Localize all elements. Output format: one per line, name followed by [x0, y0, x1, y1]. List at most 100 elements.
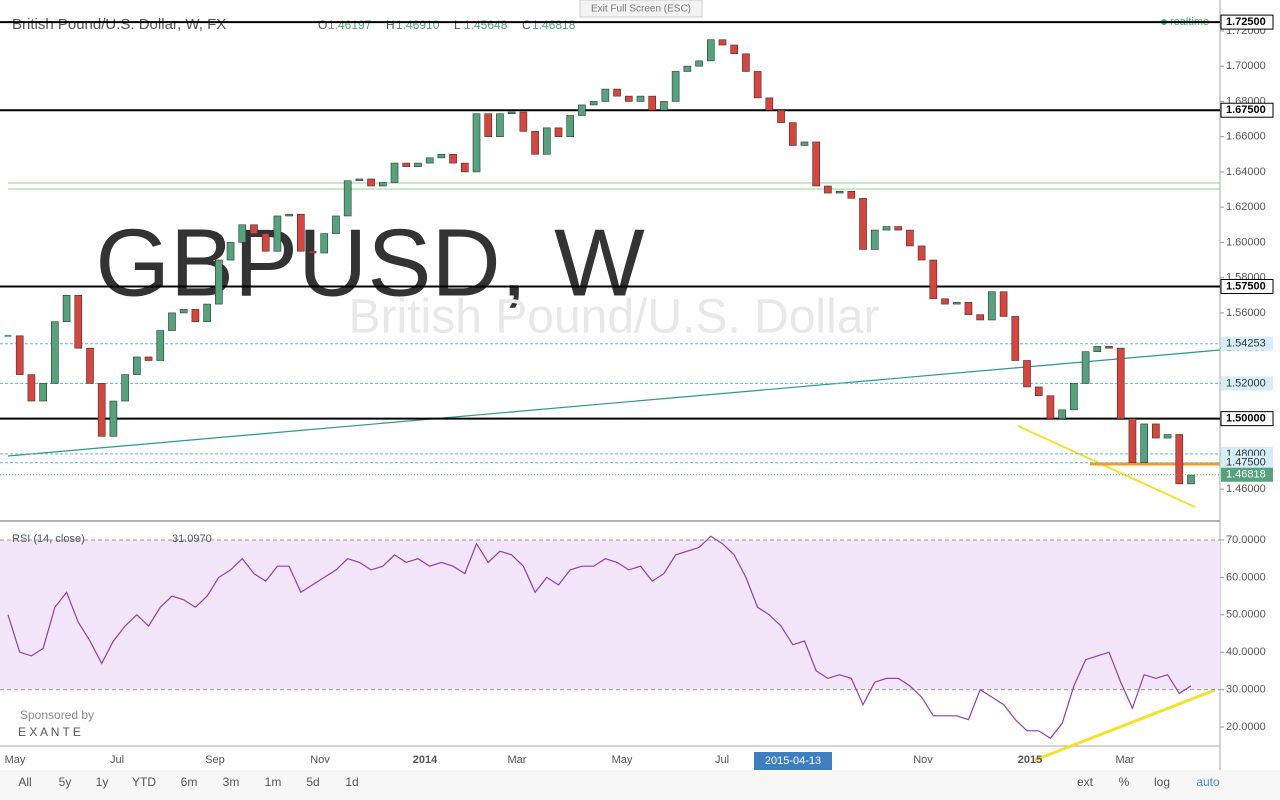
candle [250, 224, 258, 234]
candle [179, 309, 188, 314]
exit-button[interactable] [579, 0, 703, 18]
candle [472, 113, 481, 173]
range-button[interactable]: 3m [223, 775, 240, 789]
y-tick-label: 1.56000 [1226, 307, 1266, 319]
level-tag [1221, 376, 1273, 391]
ohlc-value: 1.46197 [328, 18, 372, 32]
symbol-title: British Pound/U.S. Dollar, W, FX [12, 16, 226, 33]
candle [191, 309, 200, 323]
level-label: 1.72500 [1226, 16, 1266, 28]
candle [777, 109, 785, 123]
candle [402, 162, 411, 167]
sponsor: Sponsored by [20, 708, 94, 722]
ohlc-value: H [386, 18, 395, 32]
candle [39, 383, 47, 402]
level-tag [1220, 411, 1274, 427]
level-tag [1221, 455, 1273, 470]
candle [882, 226, 891, 231]
last-price-tag [1221, 467, 1273, 482]
candle [308, 250, 317, 254]
candle [999, 291, 1008, 317]
range-button[interactable]: 1m [265, 775, 282, 789]
candle [226, 242, 235, 261]
x-tick-label: May [612, 754, 633, 766]
candle [261, 233, 270, 252]
candle [343, 180, 352, 217]
x-tick-label: May [5, 754, 26, 766]
candle [870, 229, 879, 250]
candle [1093, 346, 1102, 352]
candle [671, 71, 680, 102]
y-tick-label: 1.62000 [1226, 201, 1266, 213]
candle [1011, 316, 1020, 361]
range-button[interactable]: YTD [132, 775, 156, 789]
candle [86, 347, 94, 384]
candle [718, 39, 727, 46]
ohlc-value: L [454, 18, 461, 32]
candle [1034, 386, 1043, 397]
candle [894, 226, 902, 231]
candle [15, 335, 24, 375]
candle [566, 115, 575, 137]
candle [168, 312, 176, 331]
last-price-label: 1.46818 [1226, 469, 1266, 481]
y-tick-label: 1.70000 [1226, 60, 1266, 72]
level-label: 1.47500 [1226, 457, 1266, 469]
candle [273, 215, 282, 252]
level-tag [1220, 278, 1274, 294]
x-tick-label: Jul [715, 754, 729, 766]
option-button[interactable]: log [1154, 775, 1170, 789]
option-button[interactable]: % [1119, 775, 1130, 789]
candle [964, 302, 973, 315]
rsi-trend-line [1034, 688, 1216, 762]
level-tag [1221, 336, 1273, 351]
candle [437, 153, 446, 159]
candle [1058, 409, 1066, 419]
candle [144, 356, 153, 361]
exit-label[interactable]: Exit Full Screen (ESC) [591, 4, 691, 15]
candle [812, 141, 821, 187]
level-tag [1220, 102, 1274, 118]
candle [859, 198, 867, 250]
candle [660, 101, 668, 111]
level-label: 1.57500 [1226, 280, 1266, 292]
candle [554, 127, 563, 137]
candle [449, 153, 457, 164]
y-tick-label: 1.60000 [1226, 236, 1266, 248]
candle [62, 294, 71, 323]
range-button[interactable]: 1y [96, 775, 109, 789]
candle [695, 60, 703, 67]
rsi-title: RSI (14, close) [12, 533, 85, 545]
candle [835, 190, 844, 194]
cursor-date: 2015-04-13 [765, 755, 821, 767]
candle [378, 182, 387, 187]
candle [531, 131, 539, 155]
candle [297, 213, 305, 252]
candle [906, 229, 914, 247]
candle [788, 122, 797, 146]
range-button[interactable]: 1d [345, 775, 358, 789]
ohlc-value: C [522, 18, 531, 32]
y-tick-label: 20.0000 [1226, 721, 1266, 733]
candle [976, 314, 984, 321]
candle [578, 104, 586, 116]
option-button[interactable]: ext [1077, 775, 1094, 789]
candle [460, 162, 469, 173]
x-tick-label: Jul [110, 754, 124, 766]
cursor-date-tag [754, 752, 832, 770]
range-button[interactable]: 5d [306, 775, 319, 789]
range-button[interactable]: 5y [59, 775, 72, 789]
candle [988, 291, 996, 321]
option-button[interactable]: auto [1196, 775, 1220, 789]
ohlc-value: 1.46910 [396, 18, 440, 32]
candle [1140, 423, 1148, 464]
candle [929, 259, 938, 300]
candle [613, 88, 621, 97]
candle [917, 245, 926, 261]
candle [285, 213, 293, 217]
range-button[interactable]: All [18, 775, 31, 789]
range-button[interactable]: 6m [181, 775, 198, 789]
watermark: GBPUSD, W [95, 209, 645, 316]
